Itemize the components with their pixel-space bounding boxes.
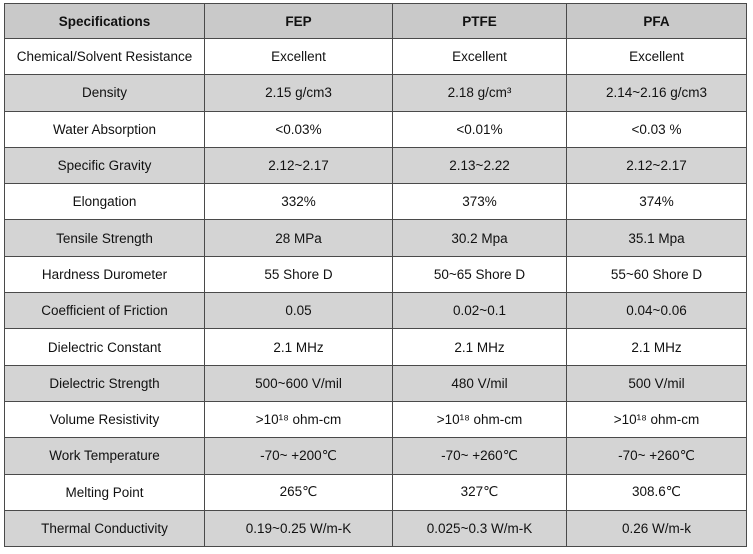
table-row: Melting Point 265℃ 327℃ 308.6℃	[4, 473, 747, 511]
pfa-value-cell: 0.04~0.06	[566, 292, 747, 330]
fep-value-cell: 2.12~2.17	[204, 146, 393, 185]
ptfe-value-cell: 30.2 Mpa	[392, 219, 567, 257]
pfa-value-cell: 308.6℃	[566, 473, 747, 511]
header-specifications: Specifications	[4, 3, 205, 39]
pfa-value-cell: 2.14~2.16 g/cm3	[566, 74, 747, 112]
fep-value-cell: -70~ +200℃	[204, 437, 393, 475]
spec-name-cell: Melting Point	[4, 473, 205, 511]
fep-value-cell: 332%	[204, 183, 393, 221]
ptfe-value-cell: 2.1 MHz	[392, 328, 567, 366]
table-row: Thermal Conductivity 0.19~0.25 W/m-K 0.025…	[4, 509, 747, 548]
spec-name-cell: Hardness Durometer	[4, 255, 205, 294]
spec-name-cell: Coefficient of Friction	[4, 292, 205, 330]
table-row: Hardness Durometer 55 Shore D 50~65 Shore …	[4, 255, 747, 294]
spec-name-cell: Chemical/Solvent Resistance	[4, 37, 205, 76]
table-row: Dielectric Constant 2.1 MHz 2.1 MHz 2.1 MHz	[4, 328, 747, 366]
table-row: Coefficient of Friction 0.05 0.02~0.1 0.04~…	[4, 292, 747, 330]
header-row: Specifications FEP PTFE PFA	[4, 3, 747, 39]
ptfe-value-cell: <0.01%	[392, 110, 567, 148]
fep-value-cell: Excellent	[204, 37, 393, 76]
table-row: Work Temperature -70~ +200℃ -70~ +260℃ -70~…	[4, 437, 747, 475]
fep-value-cell: 55 Shore D	[204, 255, 393, 294]
pfa-value-cell: 35.1 Mpa	[566, 219, 747, 257]
spec-name-cell: Work Temperature	[4, 437, 205, 475]
pfa-value-cell: -70~ +260℃	[566, 437, 747, 475]
pfa-value-cell: 55~60 Shore D	[566, 255, 747, 294]
fep-value-cell: 0.19~0.25 W/m-K	[204, 509, 393, 548]
ptfe-value-cell: 0.025~0.3 W/m-K	[392, 509, 567, 548]
header-ptfe: PTFE	[392, 3, 567, 39]
table-row: Density 2.15 g/cm3 2.18 g/cm³ 2.14~2.16 g/c…	[4, 74, 747, 112]
spec-name-cell: Density	[4, 74, 205, 112]
fep-value-cell: 265℃	[204, 473, 393, 511]
ptfe-value-cell: 50~65 Shore D	[392, 255, 567, 294]
pfa-value-cell: 2.1 MHz	[566, 328, 747, 366]
ptfe-value-cell: 2.18 g/cm³	[392, 74, 567, 112]
pfa-value-cell: 0.26 W/m-k	[566, 509, 747, 548]
fep-value-cell: 28 MPa	[204, 219, 393, 257]
ptfe-value-cell: 2.13~2.22	[392, 146, 567, 185]
fep-value-cell: 500~600 V/mil	[204, 364, 393, 402]
pfa-value-cell: 374%	[566, 183, 747, 221]
spec-name-cell: Dielectric Strength	[4, 364, 205, 402]
spec-table-container: Specifications FEP PTFE PFA Chemical/Sol…	[4, 3, 747, 548]
table-row: Elongation 332% 373% 374%	[4, 183, 747, 221]
ptfe-value-cell: >10¹⁸ ohm-cm	[392, 400, 567, 439]
header-pfa: PFA	[566, 3, 747, 39]
spec-name-cell: Dielectric Constant	[4, 328, 205, 366]
table-row: Specific Gravity 2.12~2.17 2.13~2.22 2.12~2…	[4, 146, 747, 185]
pfa-value-cell: 2.12~2.17	[566, 146, 747, 185]
spec-name-cell: Tensile Strength	[4, 219, 205, 257]
spec-name-cell: Elongation	[4, 183, 205, 221]
ptfe-value-cell: 373%	[392, 183, 567, 221]
specifications-table: Specifications FEP PTFE PFA Chemical/Sol…	[4, 3, 747, 548]
fep-value-cell: <0.03%	[204, 110, 393, 148]
pfa-value-cell: >10¹⁸ ohm-cm	[566, 400, 747, 439]
ptfe-value-cell: 480 V/mil	[392, 364, 567, 402]
table-row: Water Absorption <0.03% <0.01% <0.03 %	[4, 110, 747, 148]
fep-value-cell: >10¹⁸ ohm-cm	[204, 400, 393, 439]
pfa-value-cell: 500 V/mil	[566, 364, 747, 402]
ptfe-value-cell: -70~ +260℃	[392, 437, 567, 475]
fep-value-cell: 2.1 MHz	[204, 328, 393, 366]
pfa-value-cell: <0.03 %	[566, 110, 747, 148]
spec-name-cell: Water Absorption	[4, 110, 205, 148]
fep-value-cell: 0.05	[204, 292, 393, 330]
table-row: Dielectric Strength 500~600 V/mil 480 V/mi…	[4, 364, 747, 402]
ptfe-value-cell: 327℃	[392, 473, 567, 511]
table-row: Chemical/Solvent Resistance Excellent Exce…	[4, 37, 747, 76]
pfa-value-cell: Excellent	[566, 37, 747, 76]
header-fep: FEP	[204, 3, 393, 39]
ptfe-value-cell: Excellent	[392, 37, 567, 76]
fep-value-cell: 2.15 g/cm3	[204, 74, 393, 112]
spec-name-cell: Thermal Conductivity	[4, 509, 205, 548]
spec-name-cell: Specific Gravity	[4, 146, 205, 185]
table-row: Volume Resistivity >10¹⁸ ohm-cm >10¹⁸ ohm-…	[4, 400, 747, 439]
spec-name-cell: Volume Resistivity	[4, 400, 205, 439]
ptfe-value-cell: 0.02~0.1	[392, 292, 567, 330]
table-row: Tensile Strength 28 MPa 30.2 Mpa 35.1 Mpa	[4, 219, 747, 257]
